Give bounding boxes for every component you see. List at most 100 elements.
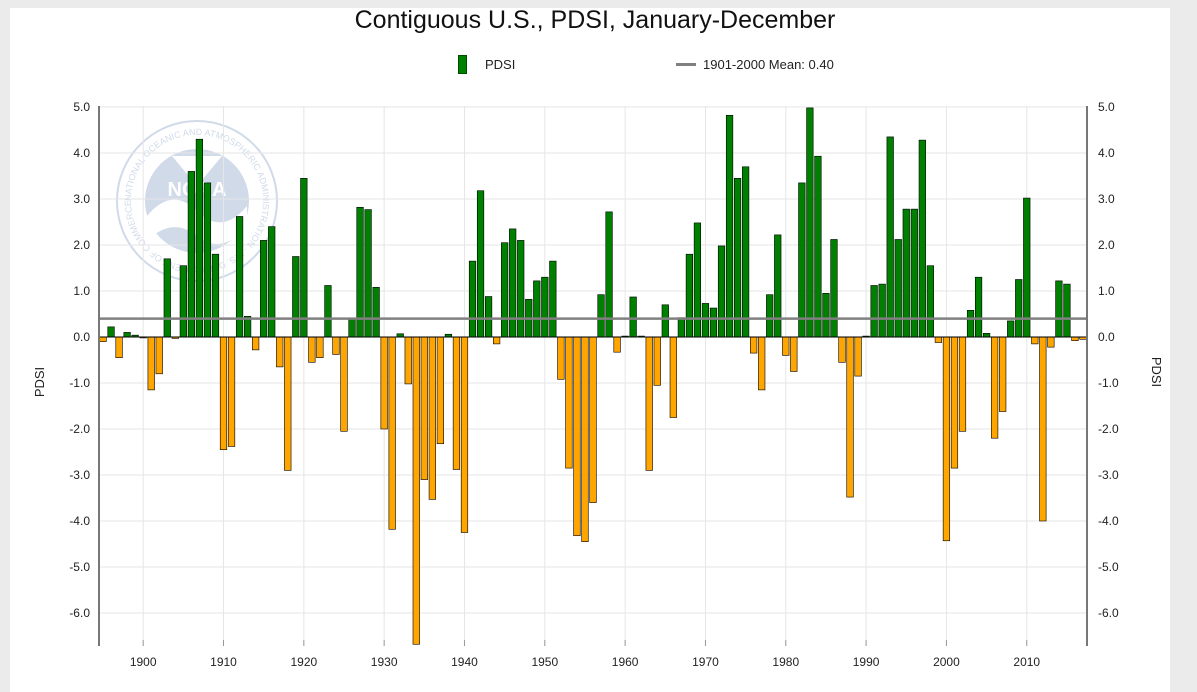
x-tick-label: 1950 bbox=[531, 655, 558, 669]
y-tick-label-right: -1.0 bbox=[1098, 376, 1119, 390]
bar-1917 bbox=[276, 336, 284, 368]
x-tick-label: 1940 bbox=[451, 655, 478, 669]
bar-1987 bbox=[838, 336, 846, 363]
bar-1931 bbox=[388, 336, 396, 530]
bar-1934 bbox=[412, 336, 420, 645]
bar-1956 bbox=[589, 336, 597, 503]
bar-2001 bbox=[950, 336, 959, 469]
bar-1954 bbox=[573, 336, 581, 537]
bar-1946 bbox=[509, 228, 517, 338]
bar-1916 bbox=[268, 226, 276, 338]
bar-1940 bbox=[460, 336, 469, 533]
bar-1908 bbox=[203, 182, 212, 338]
y-tick-label-left: 1.0 bbox=[73, 284, 90, 298]
bar-1896 bbox=[107, 326, 115, 338]
bar-1959 bbox=[613, 336, 621, 353]
bar-2010 bbox=[1023, 197, 1031, 338]
bar-1905 bbox=[179, 265, 187, 338]
y-tick-label-left: -5.0 bbox=[69, 560, 90, 574]
bar-1930 bbox=[380, 336, 388, 430]
bar-1970 bbox=[701, 303, 710, 338]
x-tick-label: 1930 bbox=[371, 655, 398, 669]
bar-2006 bbox=[991, 336, 999, 439]
y-tick-label-left: -2.0 bbox=[69, 422, 90, 436]
bar-1957 bbox=[597, 294, 605, 338]
bar-1901 bbox=[147, 336, 155, 391]
x-tick-label: 1910 bbox=[210, 655, 237, 669]
bar-1923 bbox=[324, 285, 332, 338]
bar-1983 bbox=[806, 107, 814, 338]
bar-1921 bbox=[308, 336, 316, 363]
bar-1997 bbox=[918, 139, 926, 338]
y-tick-label-left: 4.0 bbox=[73, 146, 90, 160]
bar-1963 bbox=[645, 336, 653, 471]
bar-1953 bbox=[565, 336, 573, 469]
bar-1998 bbox=[926, 265, 934, 338]
y-tick-label-left: -1.0 bbox=[69, 376, 90, 390]
bar-2009 bbox=[1015, 279, 1023, 338]
bar-1943 bbox=[484, 296, 493, 338]
bar-2005 bbox=[982, 333, 991, 338]
bar-1967 bbox=[677, 317, 685, 338]
bar-1945 bbox=[501, 242, 509, 338]
bar-1988 bbox=[846, 336, 854, 498]
bar-2000 bbox=[942, 336, 951, 542]
bar-1925 bbox=[340, 336, 348, 432]
bar-1949 bbox=[533, 280, 541, 338]
bar-1944 bbox=[493, 336, 501, 345]
labels-layer: -6.0 -6.0 -5.0 -5.0 -4.0 -4.0 -3.0 -3.0 -2.0 -2.0… bbox=[32, 100, 1164, 669]
bar-2008 bbox=[1007, 320, 1015, 338]
bar-1961 bbox=[629, 296, 637, 338]
bar-2012 bbox=[1039, 336, 1047, 522]
bar-1969 bbox=[693, 222, 702, 338]
legend-label-pdsi: PDSI bbox=[485, 57, 516, 72]
bar-2013 bbox=[1047, 336, 1055, 348]
legend-swatch-mean bbox=[676, 63, 696, 66]
y-tick-label-right: 5.0 bbox=[1098, 100, 1115, 114]
bar-1941 bbox=[468, 260, 477, 338]
bar-1911 bbox=[227, 336, 236, 447]
bar-1922 bbox=[316, 336, 324, 359]
y-axis-title-left: PDSI bbox=[32, 367, 47, 397]
bar-2016 bbox=[1071, 336, 1079, 341]
bar-2015 bbox=[1063, 283, 1071, 338]
bar-1986 bbox=[830, 239, 838, 338]
bar-1951 bbox=[549, 260, 557, 338]
bar-2014 bbox=[1055, 280, 1063, 338]
y-tick-label-right: -5.0 bbox=[1098, 560, 1119, 574]
bar-1977 bbox=[758, 336, 766, 391]
bar-1947 bbox=[517, 240, 525, 338]
bar-1915 bbox=[260, 240, 268, 338]
bar-1992 bbox=[878, 283, 886, 338]
bar-1984 bbox=[814, 155, 822, 338]
bar-1919 bbox=[292, 256, 300, 338]
bar-1955 bbox=[581, 336, 589, 542]
bar-1981 bbox=[790, 336, 798, 372]
bar-1914 bbox=[252, 336, 260, 351]
bar-1898 bbox=[123, 332, 131, 338]
bar-1926 bbox=[348, 318, 356, 338]
bar-1902 bbox=[155, 336, 163, 375]
bar-2004 bbox=[974, 276, 983, 338]
bar-1952 bbox=[557, 336, 565, 380]
y-tick-label-left: 5.0 bbox=[73, 100, 90, 114]
bar-1980 bbox=[782, 336, 790, 356]
y-tick-label-left: 0.0 bbox=[73, 330, 90, 344]
y-axis-title-right: PDSI bbox=[1149, 357, 1164, 387]
bar-1910 bbox=[219, 336, 228, 450]
y-tick-label-right: 0.0 bbox=[1098, 330, 1115, 344]
x-tick-label: 1960 bbox=[612, 655, 639, 669]
x-tick-label: 1900 bbox=[130, 655, 157, 669]
bar-1982 bbox=[798, 182, 806, 338]
bar-1920 bbox=[300, 178, 308, 338]
chart-title: Contiguous U.S., PDSI, January-December bbox=[354, 6, 836, 34]
bar-1939 bbox=[452, 336, 461, 470]
bar-2003 bbox=[966, 310, 975, 338]
legend-swatch-pdsi bbox=[458, 55, 467, 74]
x-tick-label: 1990 bbox=[853, 655, 880, 669]
bar-1966 bbox=[669, 336, 677, 418]
bar-1895 bbox=[99, 336, 107, 342]
bar-1978 bbox=[766, 294, 774, 338]
bar-1985 bbox=[822, 292, 830, 338]
